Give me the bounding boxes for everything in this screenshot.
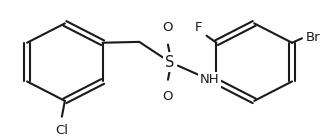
Text: Cl: Cl [55, 124, 68, 137]
Text: S: S [165, 55, 174, 70]
Text: O: O [163, 21, 173, 34]
Text: F: F [195, 21, 203, 34]
Text: Br: Br [306, 31, 320, 44]
Text: NH: NH [200, 73, 219, 86]
Text: O: O [163, 90, 173, 103]
